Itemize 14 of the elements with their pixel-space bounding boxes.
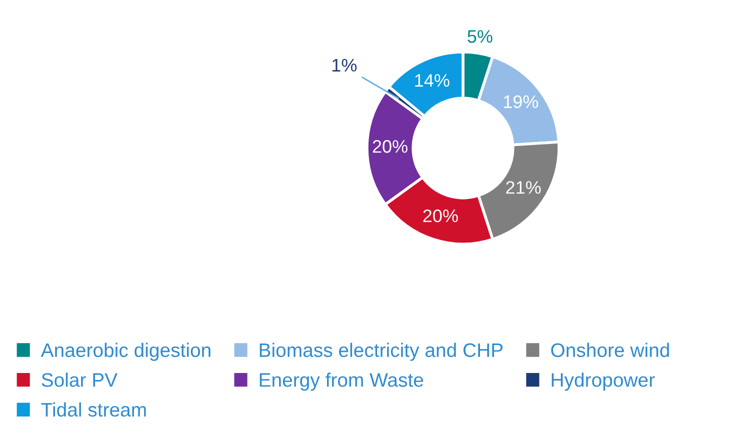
- legend-label: Solar PV: [42, 372, 118, 387]
- legend-label: Anaerobic digestion: [40, 342, 210, 361]
- data-label: 21%: [506, 181, 541, 194]
- data-label: 1%: [332, 58, 357, 72]
- legend-label: Biomass electricity and CHP: [260, 342, 503, 361]
- data-label: 20%: [372, 140, 408, 153]
- data-label: 14%: [415, 74, 450, 87]
- legend-label: Tidal stream: [41, 402, 146, 417]
- legend-label: Hydropower: [552, 372, 655, 391]
- data-label: 5%: [468, 30, 492, 43]
- data-label: 20%: [423, 209, 458, 222]
- legend-label: Energy from Waste: [260, 372, 424, 391]
- legend-label: Onshore wind: [551, 342, 669, 358]
- data-label: 19%: [504, 95, 538, 108]
